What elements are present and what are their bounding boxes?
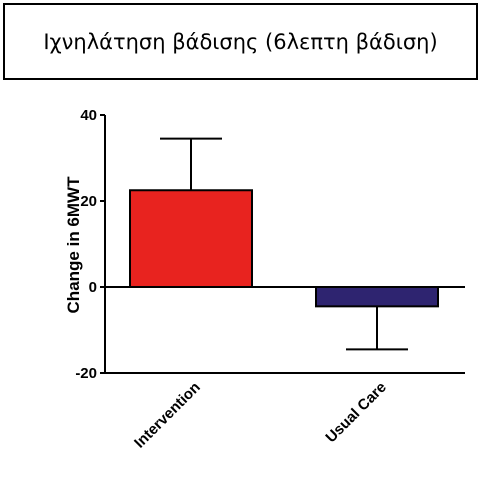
bar-intervention bbox=[129, 189, 253, 288]
x-category-label: Intervention bbox=[131, 379, 204, 452]
bar-usual-care bbox=[315, 286, 439, 308]
y-axis-label: Change in 6MWT bbox=[64, 176, 83, 314]
y-tick-label: 20 bbox=[80, 193, 97, 210]
bars bbox=[129, 189, 439, 308]
x-category-labels: Intervention Usual Care bbox=[131, 379, 390, 452]
y-ticks: -20 0 20 40 bbox=[75, 107, 105, 382]
error-bars bbox=[160, 137, 408, 351]
title-box: Ιχνηλάτηση βάδισης (6λεπτη βάδιση) bbox=[3, 3, 478, 80]
chart-title: Ιχνηλάτηση βάδισης (6λεπτη βάδιση) bbox=[43, 29, 438, 54]
y-tick-label: 0 bbox=[89, 279, 97, 296]
y-tick-label: -20 bbox=[75, 365, 97, 382]
bar-chart: Change in 6MWT -20 0 20 40 Intervention Usua… bbox=[64, 107, 465, 452]
y-tick-label: 40 bbox=[80, 107, 97, 124]
x-category-label: Usual Care bbox=[322, 379, 389, 446]
